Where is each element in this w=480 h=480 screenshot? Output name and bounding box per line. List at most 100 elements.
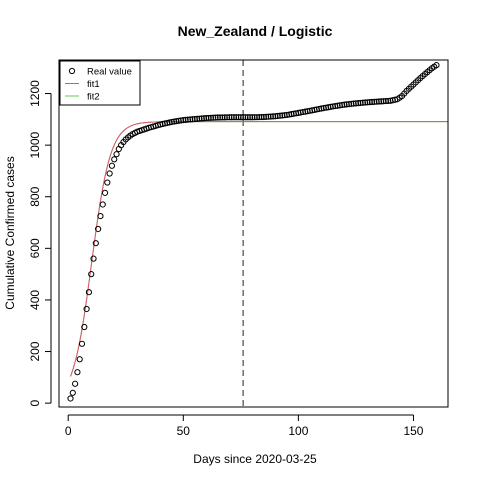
data-point bbox=[433, 62, 440, 69]
data-point bbox=[221, 114, 228, 121]
legend-symbol-real-value bbox=[68, 67, 76, 75]
data-point bbox=[111, 156, 118, 163]
x-tick-label: 0 bbox=[65, 424, 72, 438]
data-point bbox=[196, 115, 203, 122]
data-point bbox=[214, 114, 221, 121]
data-point bbox=[182, 116, 189, 124]
data-point bbox=[113, 151, 120, 158]
data-point bbox=[228, 114, 235, 121]
data-point bbox=[366, 99, 373, 106]
data-point bbox=[352, 100, 360, 107]
data-point bbox=[274, 112, 281, 120]
data-point bbox=[205, 114, 212, 122]
data-point bbox=[355, 100, 362, 107]
data-point bbox=[339, 101, 346, 109]
data-point bbox=[362, 99, 369, 106]
data-point bbox=[272, 113, 279, 120]
data-point bbox=[83, 305, 90, 313]
data-point bbox=[281, 112, 288, 119]
data-point bbox=[345, 101, 353, 108]
data-point bbox=[90, 255, 97, 262]
data-point bbox=[223, 114, 231, 121]
data-point bbox=[269, 113, 277, 120]
data-point bbox=[233, 114, 240, 121]
data-point bbox=[210, 114, 217, 121]
data-point bbox=[256, 114, 263, 121]
data-point bbox=[242, 114, 249, 121]
data-point bbox=[240, 114, 247, 121]
data-point bbox=[371, 98, 378, 105]
data-point bbox=[189, 116, 196, 123]
data-point bbox=[327, 103, 334, 110]
y-tick-label: 800 bbox=[28, 186, 42, 206]
y-axis-label: Cumulative Confirmed cases bbox=[3, 156, 17, 309]
data-point bbox=[177, 117, 185, 124]
x-tick-label: 100 bbox=[288, 424, 308, 438]
data-point bbox=[106, 170, 113, 177]
data-point bbox=[88, 271, 95, 278]
data-point bbox=[95, 225, 102, 233]
legend-label: fit2 bbox=[87, 92, 100, 103]
axes: 0 50 100 150 0 200 400 600 800 1000 1200 bbox=[28, 80, 424, 438]
data-point bbox=[246, 114, 254, 121]
data-point bbox=[108, 162, 116, 169]
data-point bbox=[253, 114, 261, 121]
data-point bbox=[276, 112, 284, 119]
data-point bbox=[329, 103, 337, 110]
data-point bbox=[173, 118, 180, 125]
data-point bbox=[382, 97, 389, 105]
data-point bbox=[101, 189, 109, 196]
data-point bbox=[170, 118, 178, 125]
legend-label: Real value bbox=[87, 67, 132, 78]
data-point bbox=[265, 113, 272, 120]
data-point bbox=[67, 395, 74, 402]
data-point bbox=[260, 113, 267, 121]
data-point bbox=[212, 114, 219, 121]
data-point bbox=[235, 114, 242, 121]
plot-frame bbox=[58, 59, 449, 408]
data-point bbox=[99, 201, 106, 208]
data-point bbox=[375, 98, 383, 105]
data-point bbox=[198, 115, 205, 122]
data-point bbox=[378, 98, 385, 105]
data-point bbox=[230, 114, 238, 121]
y-tick-label: 600 bbox=[28, 238, 42, 258]
data-point bbox=[332, 102, 339, 110]
x-tick-label: 150 bbox=[403, 424, 423, 438]
data-point bbox=[187, 116, 194, 123]
data-point bbox=[343, 101, 350, 108]
data-point bbox=[373, 98, 380, 105]
data-point bbox=[203, 114, 210, 122]
data-point bbox=[385, 97, 392, 105]
data-point bbox=[267, 113, 274, 120]
x-tick-label: 50 bbox=[177, 424, 191, 438]
data-point bbox=[357, 99, 364, 107]
data-point bbox=[334, 102, 341, 109]
data-point bbox=[219, 114, 226, 121]
data-point bbox=[279, 112, 286, 119]
data-point bbox=[200, 115, 208, 122]
data-point bbox=[249, 114, 256, 121]
data-point bbox=[359, 99, 366, 106]
data-point bbox=[348, 100, 355, 107]
data-point bbox=[97, 212, 104, 220]
y-tick-label: 0 bbox=[28, 399, 42, 406]
chart-title: New_Zealand / Logistic bbox=[178, 23, 333, 39]
data-point bbox=[364, 99, 371, 106]
data-point bbox=[69, 389, 76, 396]
data-point bbox=[104, 179, 111, 186]
y-tick-label: 1000 bbox=[28, 131, 42, 158]
y-tick-label: 200 bbox=[28, 341, 42, 361]
data-point bbox=[258, 113, 265, 121]
data-point bbox=[191, 115, 198, 123]
data-point bbox=[184, 116, 191, 123]
data-point bbox=[244, 114, 251, 121]
data-point bbox=[341, 101, 348, 108]
x-axis-label: Days since 2020-03-25 bbox=[193, 452, 317, 466]
data-points bbox=[67, 62, 440, 402]
data-point bbox=[368, 98, 376, 106]
data-point bbox=[226, 114, 233, 121]
data-point bbox=[81, 323, 88, 331]
y-tick-label: 1200 bbox=[28, 80, 42, 107]
